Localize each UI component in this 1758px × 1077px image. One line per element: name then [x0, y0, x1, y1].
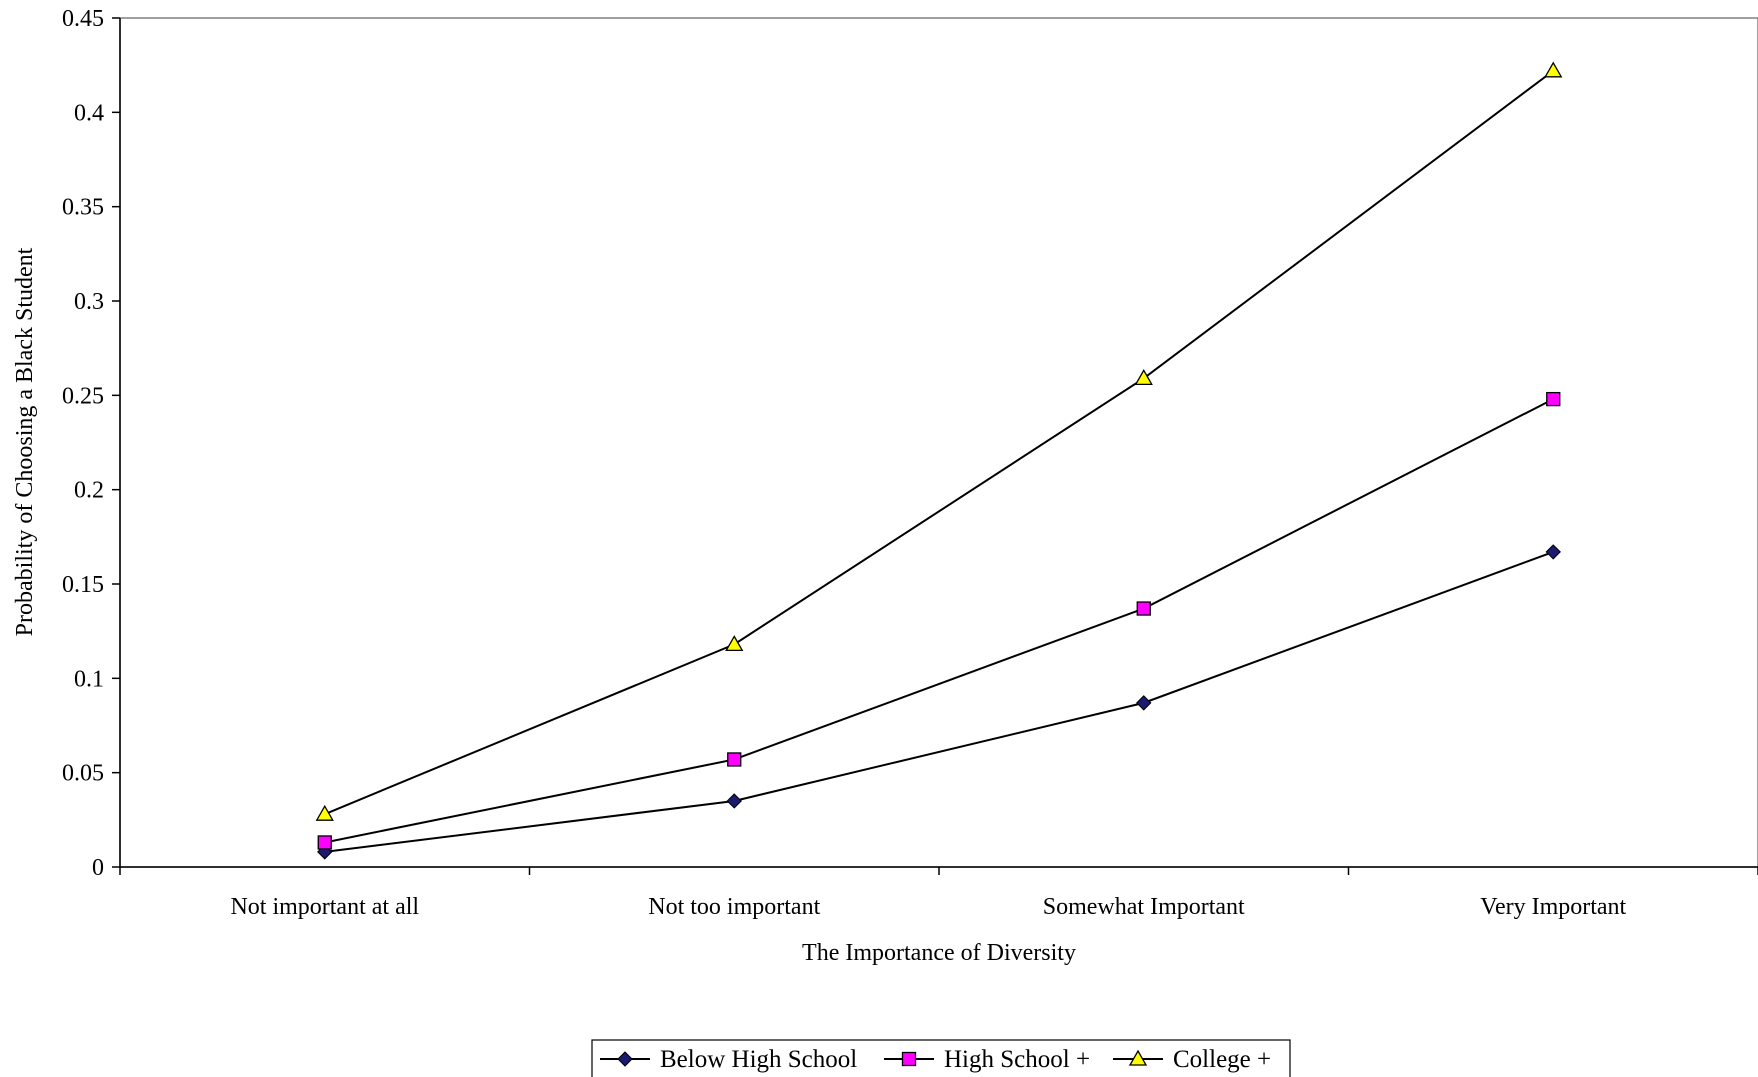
series-line-high-school [324, 398, 1554, 844]
data-point-high-school [1546, 391, 1561, 407]
legend: Below High School High School + College + [591, 1039, 1291, 1077]
series-line-college [324, 70, 1554, 816]
series-line-below-high-school [324, 550, 1554, 853]
y-tick-label: 0.3 [74, 289, 104, 315]
y-tick-label: 0.35 [62, 195, 104, 221]
data-point-college [1544, 61, 1563, 78]
y-tick-label: 0.2 [74, 478, 104, 504]
x-axis-ticks: Not important at all Not too important Som… [119, 867, 1758, 920]
legend-marker-below-high-school [617, 1051, 633, 1067]
y-tick-label: 0.4 [74, 100, 104, 126]
legend-label-high-school: High School + [944, 1046, 1090, 1073]
legend-label-college: College + [1173, 1046, 1271, 1073]
y-tick-label: 0.05 [62, 761, 104, 787]
data-point-below-high-school [1545, 544, 1561, 560]
y-axis-ticks: 0 0.05 0.1 0.15 0.2 0.25 0.3 0.35 0.4 0.45 [62, 6, 120, 881]
x-tick-label: Somewhat Important [1043, 894, 1245, 920]
legend-marker-high-school [901, 1051, 917, 1067]
data-point-college [315, 804, 334, 821]
x-tick-label: Not too important [648, 894, 820, 920]
y-tick-label: 0.45 [62, 6, 104, 32]
y-axis-title: Probability of Choosing a Black Student [12, 247, 38, 636]
series-markers [315, 61, 1563, 860]
data-point-college [1134, 369, 1153, 386]
y-tick-label: 0 [92, 855, 104, 881]
legend-label-below-high-school: Below High School [660, 1046, 857, 1073]
x-axis-title: The Importance of Diversity [802, 940, 1076, 966]
data-point-high-school [1136, 601, 1151, 616]
legend-marker-college [1128, 1049, 1148, 1066]
x-tick-label: Very Important [1480, 894, 1626, 920]
plot-area [119, 17, 1758, 868]
series-lines [324, 70, 1554, 853]
data-point-high-school [317, 835, 332, 850]
data-point-high-school [727, 752, 742, 767]
data-point-below-high-school [726, 793, 742, 809]
legend-box [591, 1039, 1291, 1077]
x-tick-label: Not important at all [230, 894, 419, 920]
data-point-college [725, 635, 744, 652]
y-tick-label: 0.15 [62, 572, 104, 598]
y-tick-label: 0.25 [62, 383, 104, 409]
y-tick-label: 0.1 [74, 666, 104, 692]
data-point-below-high-school [1136, 695, 1152, 711]
